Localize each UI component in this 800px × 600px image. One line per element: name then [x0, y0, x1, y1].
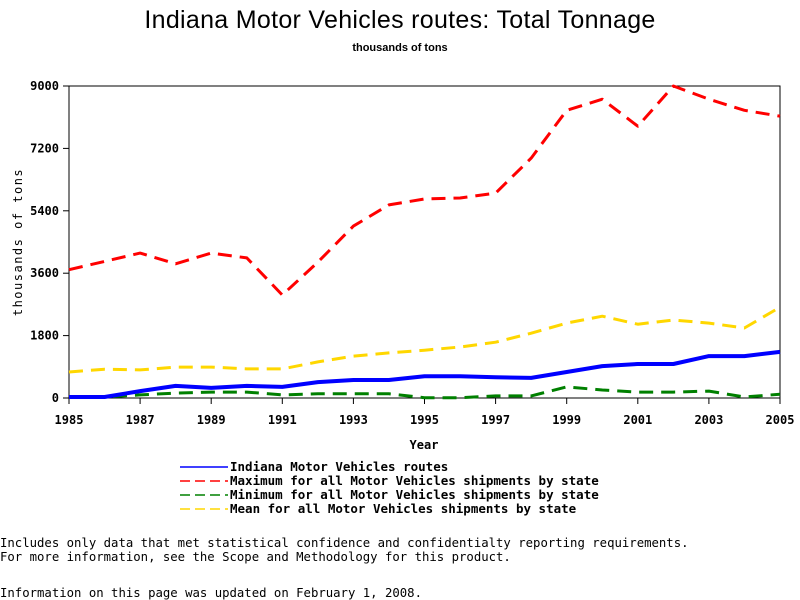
x-axis-title: Year: [410, 438, 439, 452]
series-mean-line: [68, 305, 781, 374]
series-minimum-line: [69, 385, 781, 400]
y-tick-label: 9000: [30, 79, 59, 93]
chart-legend: Indiana Motor Vehicles routes Maximum fo…: [178, 460, 599, 516]
x-tick-label: 1987: [126, 413, 155, 427]
x-tick-label: 1991: [268, 413, 297, 427]
legend-item: Minimum for all Motor Vehicles shipments…: [178, 488, 599, 502]
footnotes: Includes only data that met statistical …: [0, 536, 689, 564]
y-tick-label: 7200: [30, 141, 59, 155]
x-tick-label: 1995: [410, 413, 439, 427]
x-tick-label: 1985: [55, 413, 84, 427]
legend-item: Mean for all Motor Vehicles shipments by…: [178, 502, 599, 516]
y-tick-label: 3600: [30, 266, 59, 280]
legend-label: Maximum for all Motor Vehicles shipments…: [230, 473, 599, 488]
legend-item: Indiana Motor Vehicles routes: [178, 460, 599, 474]
x-tick-label: 1997: [481, 413, 510, 427]
footnote-confidence: Includes only data that met statistical …: [0, 536, 689, 550]
chart-title: Indiana Motor Vehicles routes: Total Ton…: [144, 6, 656, 34]
footnote-methodology: For more information, see the Scope and …: [0, 550, 511, 564]
legend-swatch-minimum: [180, 494, 228, 496]
x-tick-label: 2003: [694, 413, 723, 427]
series-maximum-line: [68, 84, 781, 297]
series-layer: [68, 84, 781, 400]
legend-swatch-indiana: [180, 466, 228, 468]
y-tick-label: 1800: [30, 329, 59, 343]
x-tick-label: 2005: [766, 413, 795, 427]
x-tick-label: 1993: [339, 413, 368, 427]
legend-label: Minimum for all Motor Vehicles shipments…: [230, 487, 599, 502]
x-tick-label: 2001: [623, 413, 652, 427]
y-axis: 0 1800 3600 5400 7200 9000: [30, 79, 69, 405]
legend-label: Mean for all Motor Vehicles shipments by…: [230, 501, 577, 516]
y-axis-title: thousands of tons: [11, 168, 25, 316]
x-axis: 1985 1987 1989 1991 1993 1995 1997 1999 2001 2003…: [55, 398, 795, 427]
x-tick-label: 1989: [197, 413, 226, 427]
chart-subtitle: thousands of tons: [352, 42, 448, 54]
legend-label: Indiana Motor Vehicles routes: [230, 459, 449, 474]
legend-item: Maximum for all Motor Vehicles shipments…: [178, 474, 599, 488]
x-tick-label: 1999: [552, 413, 581, 427]
y-tick-label: 0: [52, 391, 59, 405]
y-tick-label: 5400: [30, 204, 59, 218]
series-indiana-line: [69, 349, 781, 399]
updated-note: Information on this page was updated on …: [0, 586, 422, 600]
legend-swatch-maximum: [180, 480, 228, 482]
legend-swatch-mean: [180, 508, 228, 510]
